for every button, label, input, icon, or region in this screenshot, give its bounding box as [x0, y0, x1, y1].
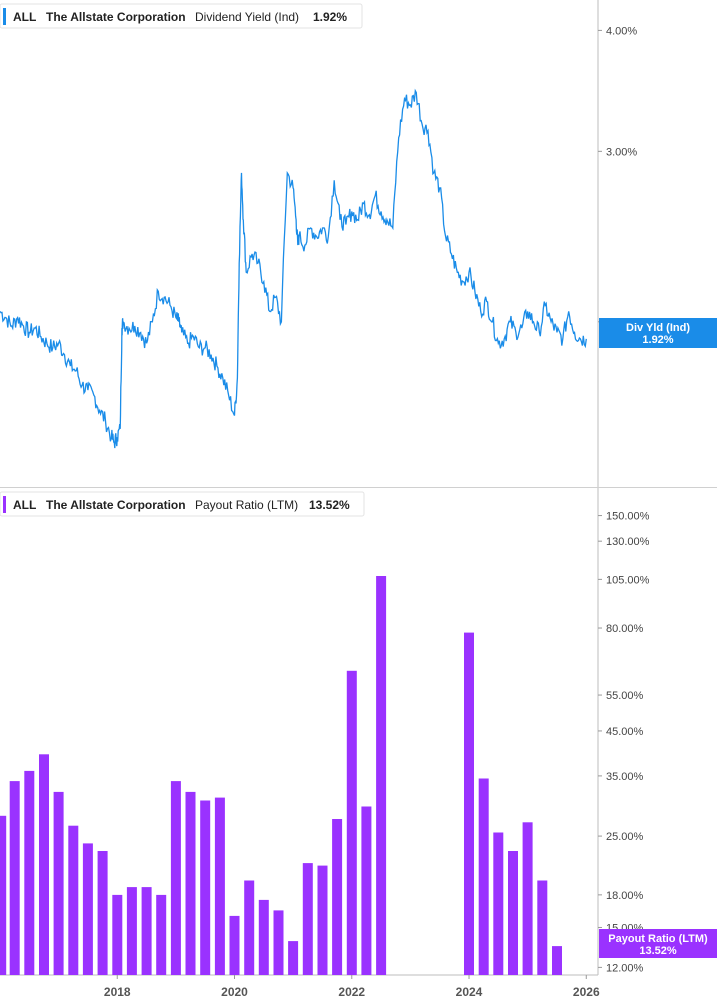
- top-legend: ALL The Allstate Corporation Dividend Yi…: [0, 3, 363, 29]
- x-ticks: 2018 2020 2022 2024 2026: [104, 975, 600, 999]
- payout-badge-value: 13.52%: [639, 945, 677, 957]
- payout-bar: [24, 770, 35, 975]
- top-legend-metric: Dividend Yield (Ind): [195, 10, 299, 24]
- x-tick-label: 2020: [221, 985, 248, 999]
- yield-value-badge: Div Yld (Ind) 1.92%: [599, 318, 717, 348]
- payout-bar: [39, 754, 49, 975]
- payout-value-badge: Payout Ratio (LTM) 13.52%: [599, 929, 717, 958]
- x-tick-label: 2024: [456, 985, 483, 999]
- payout-bar: [0, 815, 7, 975]
- payout-bar: [522, 822, 533, 975]
- payout-bar: [126, 887, 137, 975]
- payout-bar: [97, 851, 108, 975]
- payout-bar: [302, 863, 313, 975]
- dividend-yield-line: [0, 88, 587, 449]
- top-legend-swatch: [3, 8, 6, 25]
- payout-bar: [346, 670, 357, 975]
- payout-bar: [493, 832, 504, 975]
- payout-bar: [288, 941, 299, 975]
- payout-bar: [214, 797, 225, 975]
- payout-bar: [317, 865, 328, 975]
- payout-bar: [258, 899, 269, 975]
- payout-bar: [68, 825, 79, 975]
- payout-bar: [332, 819, 343, 975]
- x-tick-label: 2026: [573, 985, 600, 999]
- bottom-y-tick-label: 25.00%: [606, 831, 644, 843]
- bottom-y-tick-label: 80.00%: [606, 623, 644, 635]
- payout-bar: [156, 894, 167, 975]
- payout-bar: [200, 800, 211, 975]
- payout-bar: [552, 946, 562, 975]
- payout-badge-label: Payout Ratio (LTM): [608, 933, 708, 945]
- payout-bar: [273, 910, 284, 975]
- bottom-legend-metric: Payout Ratio (LTM): [195, 498, 298, 512]
- yield-badge-value: 1.92%: [642, 334, 673, 346]
- x-tick-label: 2018: [104, 985, 131, 999]
- bottom-y-tick-label: 35.00%: [606, 771, 644, 783]
- top-y-ticks: 4.00%3.00%2.00%: [598, 25, 637, 329]
- bottom-legend-company: The Allstate Corporation: [46, 498, 186, 512]
- bottom-y-tick-label: 55.00%: [606, 690, 644, 702]
- payout-bar: [376, 576, 387, 975]
- payout-bar: [112, 894, 123, 975]
- payout-bar: [53, 791, 64, 975]
- x-tick-label: 2022: [338, 985, 365, 999]
- top-legend-company: The Allstate Corporation: [46, 10, 186, 24]
- bottom-y-tick-label: 18.00%: [606, 890, 644, 902]
- payout-bar: [464, 632, 474, 975]
- top-legend-value: 1.92%: [313, 10, 347, 24]
- payout-bar: [185, 791, 196, 975]
- payout-bar: [537, 880, 548, 975]
- payout-bar: [508, 851, 518, 975]
- payout-bar: [82, 843, 93, 975]
- top-y-tick-label: 4.00%: [606, 25, 637, 37]
- payout-bar: [141, 887, 152, 975]
- yield-badge-label: Div Yld (Ind): [626, 322, 690, 334]
- payout-bar: [478, 778, 489, 975]
- bottom-y-tick-label: 45.00%: [606, 726, 644, 738]
- payout-bar: [9, 781, 20, 975]
- bottom-y-tick-label: 12.00%: [606, 962, 644, 974]
- top-legend-ticker: ALL: [13, 10, 36, 24]
- payout-bar: [361, 806, 372, 975]
- top-y-tick-label: 3.00%: [606, 146, 637, 158]
- payout-bar: [229, 915, 240, 975]
- bottom-legend-ticker: ALL: [13, 498, 36, 512]
- bottom-y-tick-label: 150.00%: [606, 511, 650, 523]
- bottom-y-tick-label: 130.00%: [606, 536, 650, 548]
- payout-bar: [170, 781, 181, 975]
- bottom-legend-swatch: [3, 496, 6, 513]
- bottom-legend-value: 13.52%: [309, 498, 350, 512]
- bottom-legend: ALL The Allstate Corporation Payout Rati…: [0, 491, 365, 517]
- bottom-y-tick-label: 105.00%: [606, 574, 650, 586]
- payout-ratio-bars: [0, 576, 562, 975]
- bottom-y-ticks: 150.00% 130.00% 105.00% 80.00% 55.00% 45.00% 3…: [598, 511, 650, 974]
- payout-bar: [244, 880, 255, 975]
